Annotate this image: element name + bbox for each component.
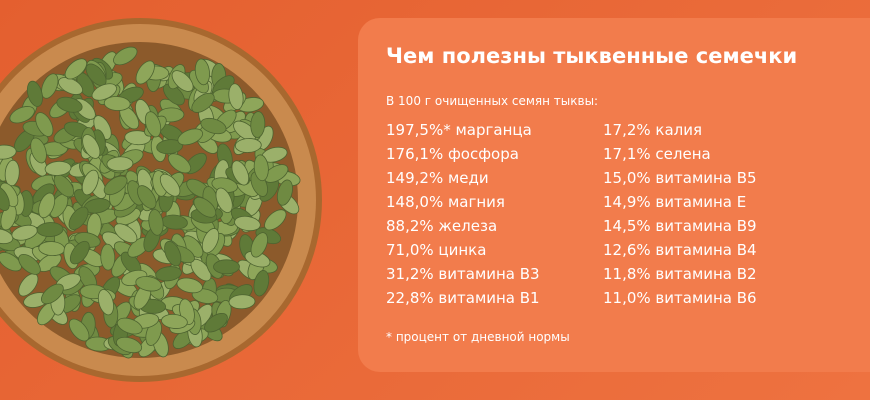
seed (9, 106, 35, 124)
seed (163, 83, 185, 106)
seed (167, 153, 192, 174)
seed (200, 117, 227, 135)
nutrient-item: 148,0% магния (386, 193, 505, 211)
seed (18, 254, 41, 275)
seed (113, 46, 138, 66)
seed (135, 60, 155, 85)
seed (234, 215, 261, 232)
seed (193, 197, 217, 218)
seed (161, 313, 188, 329)
nutrient-item: 17,1% селена (603, 145, 711, 163)
bowl-image (0, 18, 322, 382)
seed (215, 187, 233, 213)
seed (204, 312, 228, 333)
seed (0, 252, 22, 272)
seed (253, 270, 270, 297)
seed (113, 223, 138, 244)
nutrient-item: 71,0% цинка (386, 241, 487, 259)
nutrient-item: 11,8% витамина B2 (603, 265, 757, 283)
seed (250, 111, 266, 138)
seed (0, 144, 17, 160)
seeds (0, 46, 301, 359)
seed (144, 111, 162, 138)
seed (177, 128, 204, 146)
nutrient-item: 11,0% витамина B6 (603, 289, 757, 307)
seed (137, 185, 157, 209)
seed (26, 80, 43, 107)
nutrient-item: 176,1% фосфора (386, 145, 519, 163)
seed (38, 192, 56, 219)
seed (231, 160, 250, 186)
nutrient-item: 12,6% витамина B4 (603, 241, 757, 259)
seed (103, 96, 131, 111)
seed (64, 58, 88, 80)
column: 197,5%* марганца 176,1% фосфора 149,2% мед… (386, 118, 540, 310)
seed (100, 243, 116, 271)
seed (106, 156, 134, 172)
subtitle: В 100 г очищенных семян тыквы: (386, 94, 599, 108)
nutrient-item: 197,5%* марганца (386, 121, 532, 139)
seed (58, 77, 83, 95)
seed (233, 120, 257, 141)
seed (164, 240, 182, 267)
seed (68, 318, 90, 342)
seed (276, 179, 293, 206)
info-panel: Чем полезны тыквенные семечки В 100 г оч… (358, 18, 870, 372)
seed (41, 73, 59, 99)
seed (116, 336, 143, 354)
seed (264, 209, 287, 231)
seed (68, 206, 89, 230)
nutrient-item: 14,9% витамина E (603, 193, 747, 211)
seed (191, 92, 215, 113)
seed (30, 137, 47, 164)
seed (228, 294, 256, 310)
nutrient-item: 14,5% витамина B9 (603, 217, 757, 235)
seed (250, 232, 268, 258)
nutrient-item: 31,2% витамина B3 (386, 265, 540, 283)
nutrient-item: 22,8% витамина B1 (386, 289, 540, 307)
seed (97, 289, 114, 316)
nutrient-item: 88,2% железа (386, 217, 498, 235)
seed (91, 83, 117, 101)
seed (156, 139, 183, 155)
seed (228, 83, 244, 110)
seed (41, 283, 64, 305)
seed (135, 276, 162, 292)
seed (155, 266, 182, 282)
seed (103, 175, 128, 196)
seed (159, 173, 181, 197)
seed (171, 70, 194, 92)
seed (234, 138, 262, 153)
seed (148, 209, 164, 236)
title: Чем полезны тыквенные семечки (386, 44, 798, 68)
seed (81, 169, 99, 196)
nutrient-item: 17,2% калия (603, 121, 703, 139)
seed (194, 58, 210, 86)
nutrient-item: 149,2% меди (386, 169, 489, 187)
seed (44, 160, 72, 176)
seed (35, 112, 54, 137)
seed (36, 222, 64, 237)
seed (124, 130, 152, 146)
seed (176, 277, 203, 294)
seed (253, 154, 269, 182)
footnote: * процент от дневной нормы (386, 330, 570, 344)
seed (201, 228, 220, 254)
seed (0, 186, 10, 211)
seed (56, 96, 83, 113)
nutrient-item: 15,0% витамина B5 (603, 169, 757, 187)
seed (116, 317, 143, 335)
column: 17,2% калия 17,1% селена 15,0% витамина B5… (603, 118, 757, 310)
seed (0, 228, 14, 245)
seed (69, 240, 90, 265)
seed (213, 259, 240, 275)
seed (82, 134, 101, 159)
seed (191, 288, 219, 304)
